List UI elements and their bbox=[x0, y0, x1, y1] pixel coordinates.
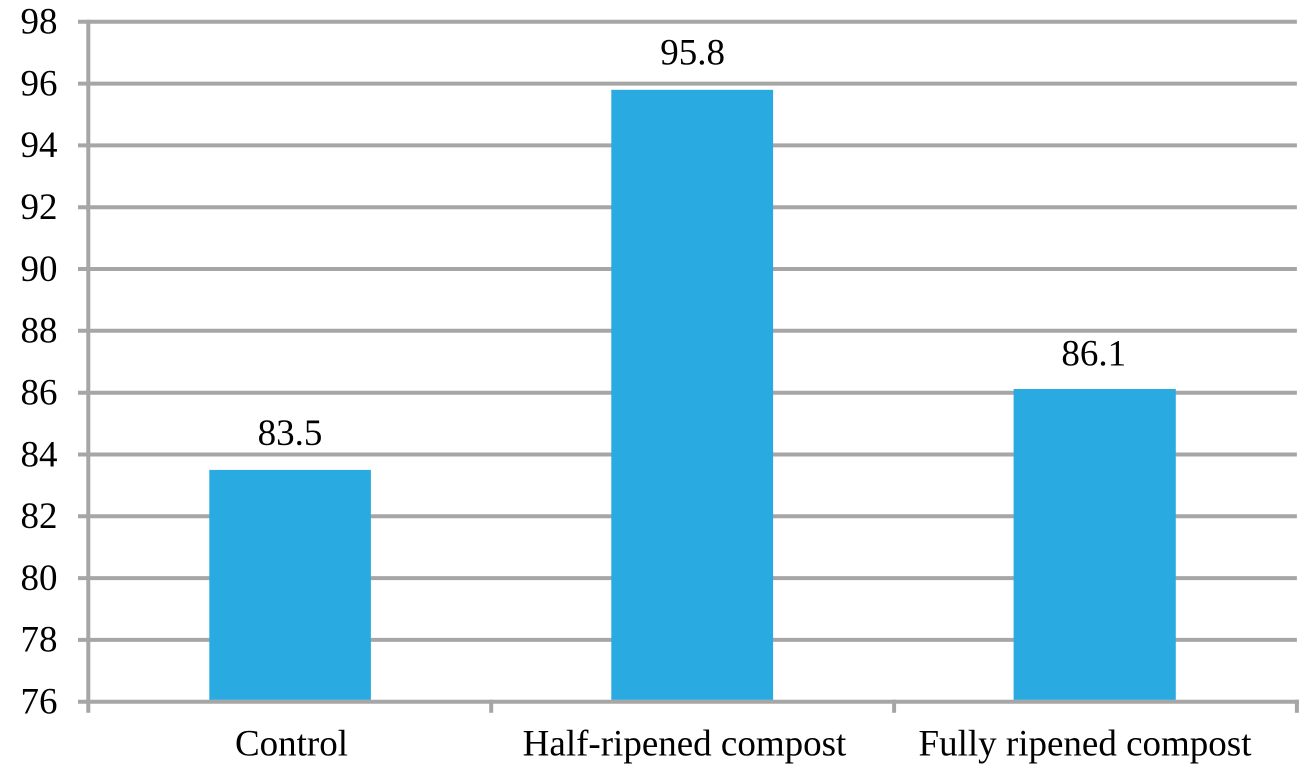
svg-text:92: 92 bbox=[21, 187, 58, 228]
svg-text:90: 90 bbox=[21, 249, 58, 290]
svg-text:Fully ripened compost: Fully ripened compost bbox=[919, 724, 1253, 765]
svg-text:96: 96 bbox=[21, 63, 58, 104]
svg-text:86: 86 bbox=[21, 373, 58, 414]
svg-text:82: 82 bbox=[21, 496, 58, 537]
svg-text:88: 88 bbox=[21, 311, 58, 352]
svg-text:83.5: 83.5 bbox=[258, 413, 323, 454]
svg-text:98: 98 bbox=[21, 2, 58, 43]
svg-text:Half-ripened compost: Half-ripened compost bbox=[523, 724, 847, 765]
svg-text:78: 78 bbox=[21, 620, 58, 661]
svg-text:80: 80 bbox=[21, 558, 58, 599]
svg-text:84: 84 bbox=[21, 434, 58, 475]
svg-text:76: 76 bbox=[21, 682, 58, 723]
svg-text:Control: Control bbox=[235, 724, 348, 765]
svg-text:86.1: 86.1 bbox=[1061, 333, 1126, 374]
svg-text:94: 94 bbox=[21, 125, 58, 166]
svg-text:95.8: 95.8 bbox=[660, 33, 725, 74]
